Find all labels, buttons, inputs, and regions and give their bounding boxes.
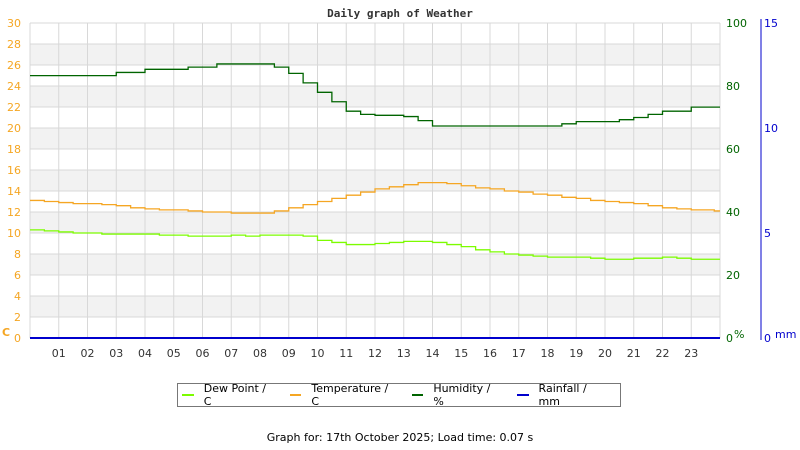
x-tick-label: 15	[454, 347, 468, 360]
x-tick-label: 01	[52, 347, 66, 360]
right-tick-label: 60	[726, 143, 740, 156]
x-tick-label: 02	[81, 347, 95, 360]
x-tick-label: 07	[224, 347, 238, 360]
chart-legend: Dew Point / C Temperature / C Humidity /…	[177, 382, 621, 408]
x-axis-hours: 01 02 03 04 05 06 07 08 09 10 11 12 13 14 15 16 17 18 19 20…	[52, 347, 699, 360]
x-tick-label: 17	[512, 347, 526, 360]
x-tick-label: 12	[368, 347, 382, 360]
left-tick-label: 28	[7, 38, 21, 51]
left-tick-label: 10	[7, 227, 21, 240]
rain-tick-label: 0	[764, 332, 771, 345]
right-tick-label: 0	[726, 332, 733, 345]
legend-label: Humidity / %	[433, 382, 491, 408]
left-tick-label: 18	[7, 143, 21, 156]
x-tick-label: 09	[282, 347, 296, 360]
left-tick-label: 16	[7, 164, 21, 177]
left-tick-label: 20	[7, 122, 21, 135]
series-line	[30, 63, 720, 127]
right-axis-humidity: 0 20 40 60 80 100%	[726, 17, 747, 345]
series-line	[30, 229, 720, 260]
x-tick-label: 16	[483, 347, 497, 360]
x-tick-label: 11	[339, 347, 353, 360]
x-tick-label: 21	[627, 347, 641, 360]
rain-tick-label: 15	[764, 17, 778, 30]
rain-axis-unit: mm	[775, 328, 796, 341]
left-tick-label: 0	[14, 332, 21, 345]
x-tick-label: 05	[167, 347, 181, 360]
legend-label: Rainfall / mm	[538, 382, 587, 408]
legend-item-temperature: Temperature / C	[289, 382, 398, 408]
data-lines	[30, 63, 720, 339]
chart-title: Daily graph of Weather	[327, 7, 473, 20]
right-tick-label: 80	[726, 80, 740, 93]
right-tick-label: 100	[726, 17, 747, 30]
x-tick-label: 23	[684, 347, 698, 360]
left-axis-unit: C	[2, 326, 10, 339]
right-tick-label: 20	[726, 269, 740, 282]
x-tick-label: 20	[598, 347, 612, 360]
legend-item-humidity: Humidity / %	[411, 382, 503, 408]
left-tick-label: 2	[14, 311, 21, 324]
legend-item-dew-point: Dew Point / C	[182, 382, 276, 408]
x-tick-label: 08	[253, 347, 267, 360]
left-tick-label: 12	[7, 206, 21, 219]
x-tick-label: 13	[397, 347, 411, 360]
left-tick-label: 30	[7, 17, 21, 30]
rain-axis: 0 5 10 15 mm	[760, 17, 796, 345]
x-tick-label: 14	[426, 347, 440, 360]
grid-lines	[29, 22, 721, 339]
x-tick-label: 03	[109, 347, 123, 360]
humidity-swatch-icon	[411, 394, 424, 396]
x-tick-label: 19	[569, 347, 583, 360]
x-tick-label: 04	[138, 347, 152, 360]
graph-footer: Graph for: 17th October 2025; Load time:…	[266, 431, 534, 444]
rain-tick-label: 10	[764, 122, 778, 135]
x-tick-label: 22	[656, 347, 670, 360]
left-tick-label: 24	[7, 80, 21, 93]
temperature-swatch-icon	[289, 394, 302, 396]
left-tick-label: 8	[14, 248, 21, 261]
left-tick-label: 4	[14, 290, 21, 303]
x-tick-label: 10	[311, 347, 325, 360]
right-tick-label: 40	[726, 206, 740, 219]
x-tick-label: 06	[196, 347, 210, 360]
legend-label: Temperature / C	[311, 382, 389, 408]
left-tick-label: 26	[7, 59, 21, 72]
weather-chart: Daily graph of Weather 02468101214161820…	[2, 7, 796, 360]
rainfall-swatch-icon	[516, 394, 529, 396]
left-tick-label: 22	[7, 101, 21, 114]
left-tick-label: 14	[7, 185, 21, 198]
legend-label: Dew Point / C	[203, 382, 266, 408]
series-line	[30, 181, 720, 214]
x-tick-label: 18	[541, 347, 555, 360]
right-axis-unit: %	[734, 328, 744, 341]
dew-point-swatch-icon	[182, 394, 194, 396]
left-tick-label: 6	[14, 269, 21, 282]
legend-item-rainfall: Rainfall / mm	[516, 382, 610, 408]
rain-tick-label: 5	[764, 227, 771, 240]
